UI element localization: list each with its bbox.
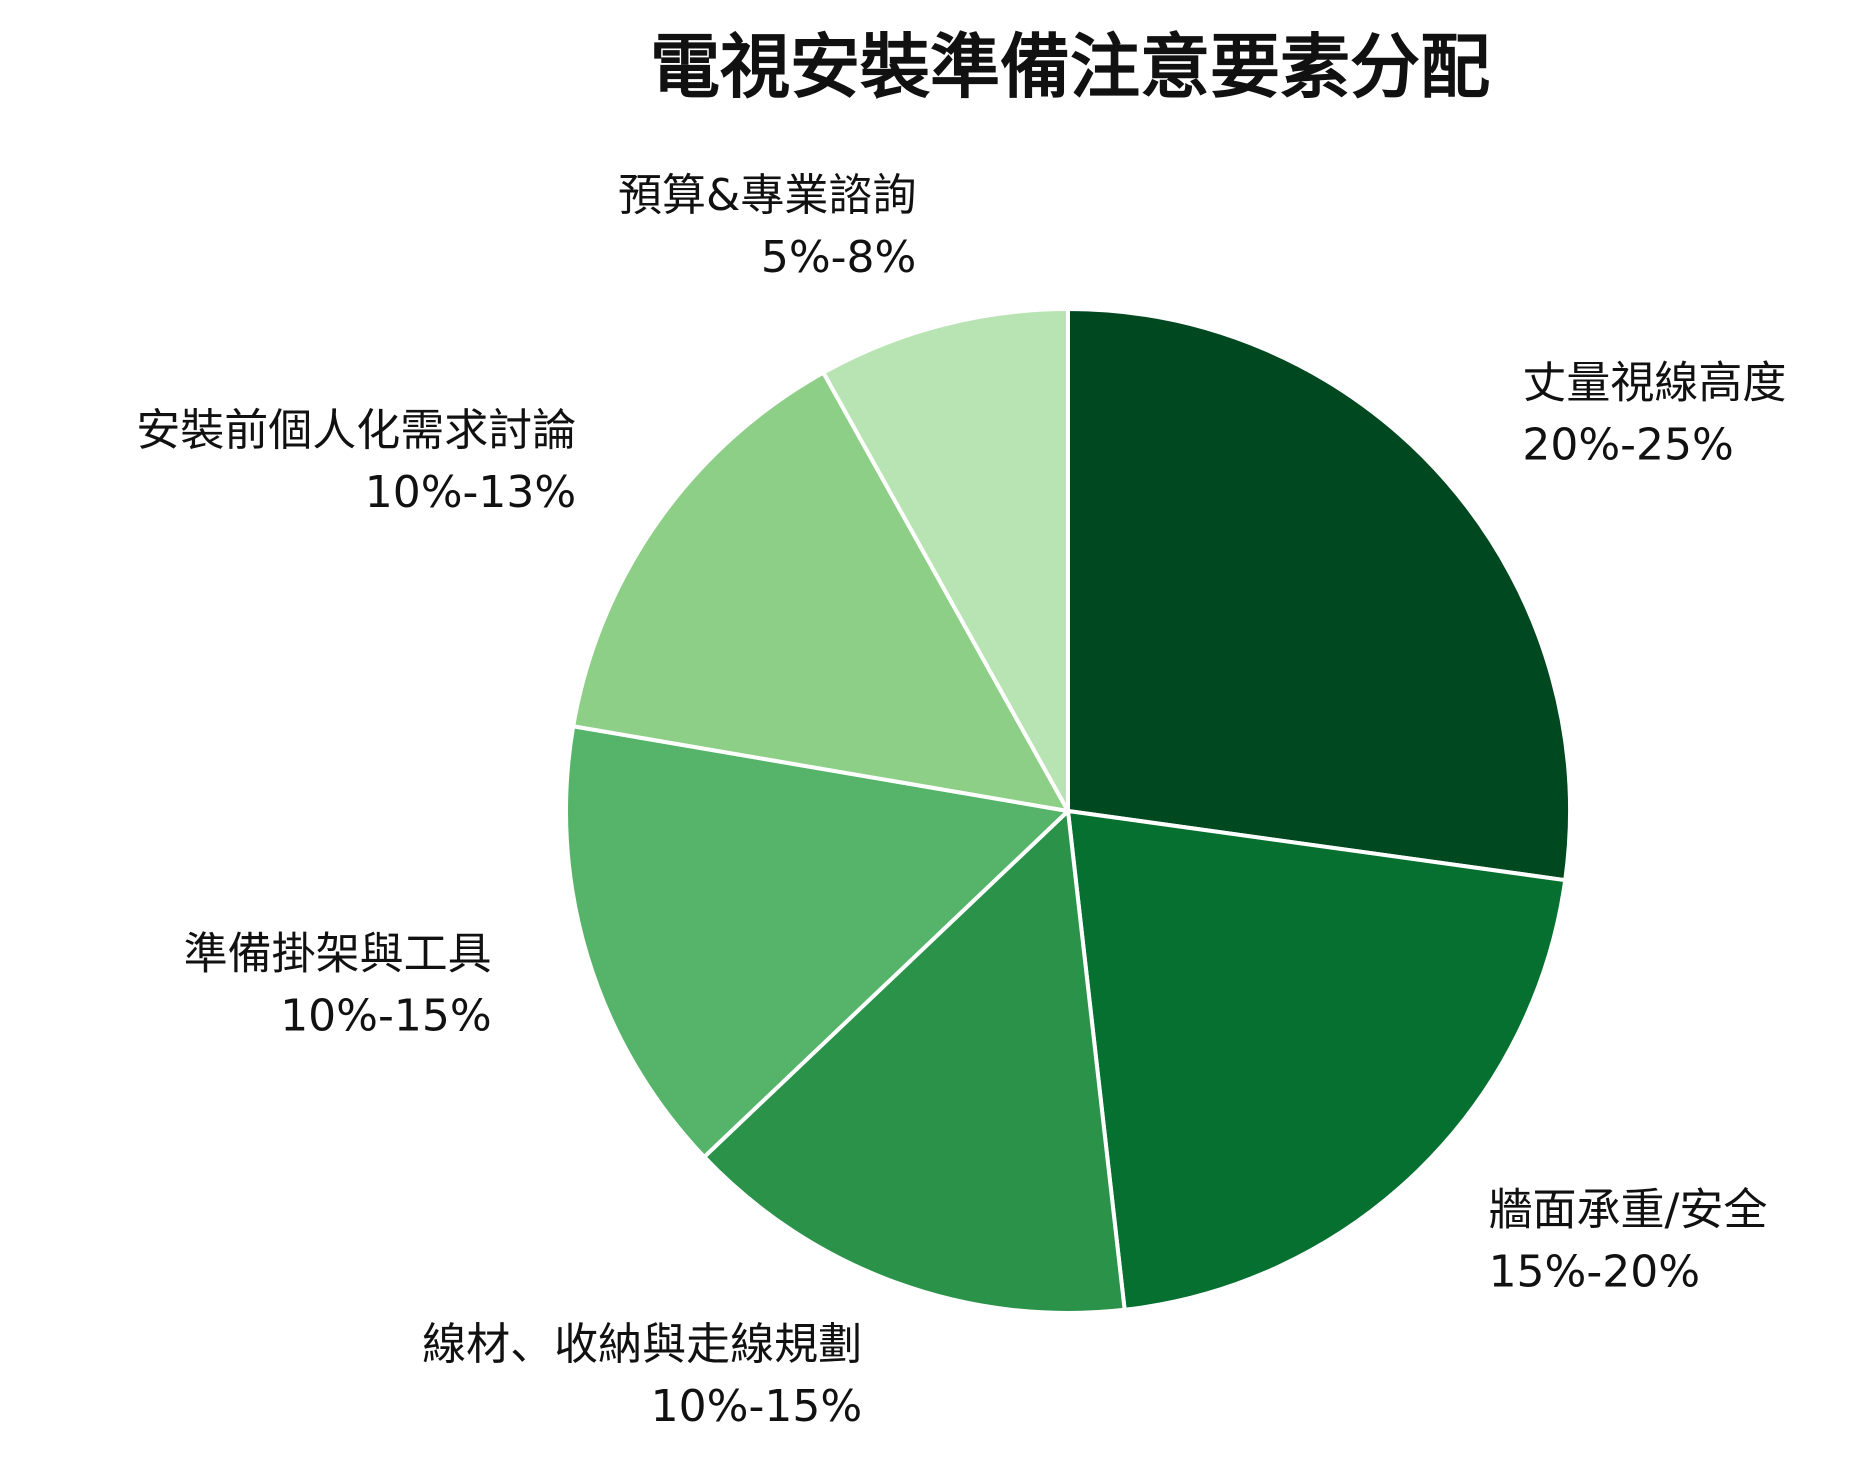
slice-label: 線材、收納與走線規劃 bbox=[422, 1319, 862, 1370]
chart-title: 電視安裝準備注意要素分配 bbox=[650, 26, 1490, 108]
slice-range-label: 10%-15% bbox=[651, 1381, 862, 1432]
pie-slice bbox=[701, 806, 1127, 1315]
slice-label: 丈量視線高度 bbox=[1522, 357, 1786, 408]
slice-label: 預算&專業諮詢 bbox=[618, 170, 916, 221]
pie-slice bbox=[820, 306, 1070, 819]
slice-range-label: 10%-15% bbox=[280, 990, 491, 1041]
slice-label: 牆面承重/安全 bbox=[1489, 1184, 1768, 1235]
slice-range-label: 5%-8% bbox=[761, 232, 916, 283]
slice-label: 準備掛架與工具 bbox=[184, 928, 492, 979]
slice-range-label: 15%-20% bbox=[1489, 1246, 1700, 1297]
slice-label: 安裝前個人化需求討論 bbox=[136, 405, 576, 456]
pie-slice bbox=[1065, 808, 1568, 1313]
slice-range-label: 10%-13% bbox=[365, 467, 576, 518]
pie-slice bbox=[570, 369, 1072, 814]
pie-slice bbox=[1066, 306, 1572, 883]
slice-range-label: 20%-25% bbox=[1522, 419, 1733, 470]
pie-slice bbox=[564, 723, 1073, 1160]
